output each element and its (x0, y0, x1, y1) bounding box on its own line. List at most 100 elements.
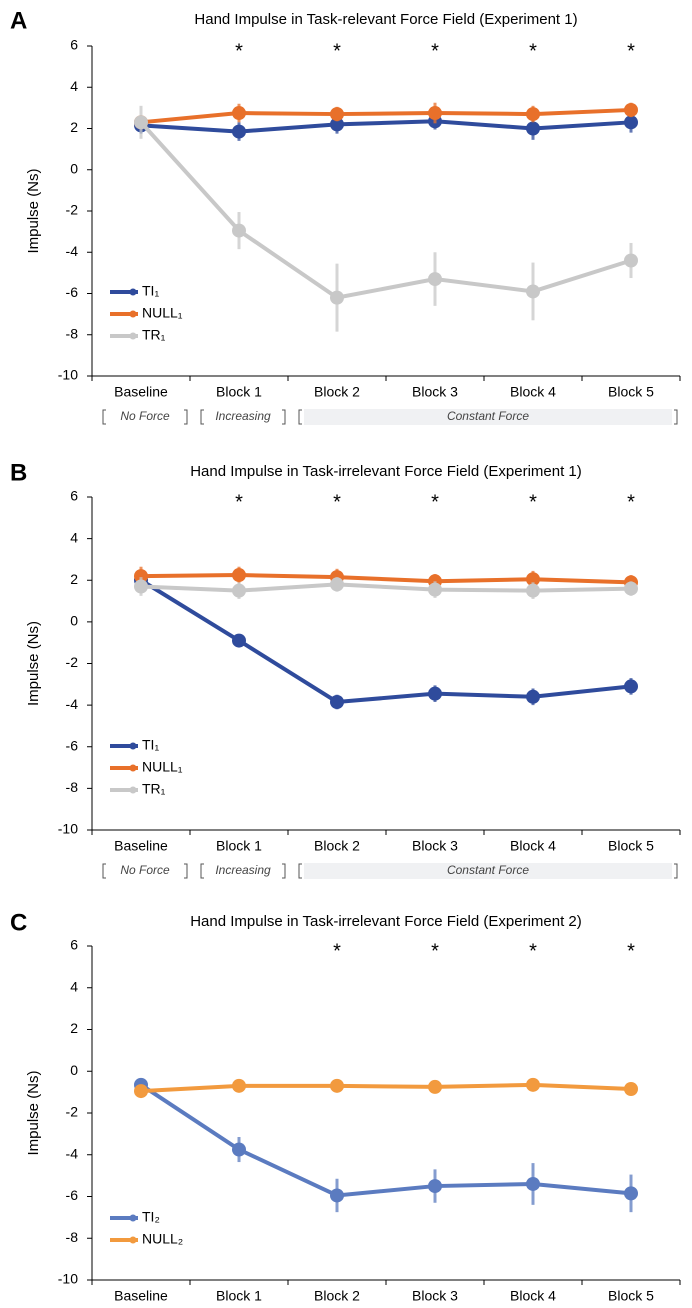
significance-marker: * (431, 491, 439, 513)
y-tick-label: -4 (66, 696, 79, 712)
data-point (330, 107, 344, 122)
phase-bracket (102, 409, 188, 425)
y-tick-label: 6 (70, 488, 78, 504)
y-tick-label: 0 (70, 613, 78, 629)
data-point (330, 1188, 344, 1203)
y-tick-label: 4 (70, 978, 78, 994)
legend-dot (129, 1214, 137, 1222)
significance-marker: * (333, 940, 341, 962)
x-tick-label: Block 2 (314, 838, 360, 854)
x-tick-label: Block 4 (510, 1288, 556, 1303)
data-point (232, 568, 246, 583)
x-tick-label: Block 1 (216, 384, 262, 400)
data-point (134, 579, 148, 594)
legend-label: TI₂ (142, 1209, 160, 1225)
panel-letter: C (10, 909, 27, 936)
phase-label: Increasing (215, 863, 271, 877)
legend-label: TR₁ (142, 327, 166, 343)
series-line (139, 120, 632, 300)
y-tick-label: -6 (66, 737, 79, 753)
phase-bracket (102, 863, 188, 879)
data-point (624, 115, 638, 130)
legend-label: NULL₂ (142, 1231, 183, 1247)
x-tick-label: Baseline (114, 838, 168, 854)
data-point (134, 115, 148, 130)
legend-dot (129, 288, 137, 296)
data-point (330, 290, 344, 305)
data-point (526, 689, 540, 704)
phase-band (304, 409, 672, 425)
y-tick-label: -6 (66, 1187, 79, 1203)
legend-label: NULL₁ (142, 759, 183, 775)
significance-marker: * (235, 40, 243, 62)
significance-marker: * (431, 940, 439, 962)
legend-label: TR₁ (142, 781, 166, 797)
y-axis-label: Impulse (Ns) (25, 621, 42, 706)
y-tick-label: 2 (70, 119, 78, 135)
x-tick-label: Block 1 (216, 1288, 262, 1303)
legend-dot (129, 742, 137, 750)
legend-dot (129, 332, 137, 340)
data-point (526, 107, 540, 122)
data-point (624, 1081, 638, 1096)
data-point (428, 1179, 442, 1194)
data-point (526, 1176, 540, 1191)
phase-label: No Force (120, 409, 170, 423)
phase-bracket (298, 409, 678, 425)
x-tick-label: Block 4 (510, 838, 556, 854)
significance-marker: * (627, 940, 635, 962)
data-point (232, 633, 246, 648)
x-tick-label: Block 3 (412, 838, 458, 854)
legend-label: TI₁ (142, 737, 159, 753)
significance-marker: * (235, 491, 243, 513)
y-axis-label: Impulse (Ns) (25, 1070, 42, 1155)
legend-dot (129, 310, 137, 318)
y-tick-label: 0 (70, 160, 78, 176)
data-point (232, 124, 246, 139)
chart-title: Hand Impulse in Task-irrelevant Force Fi… (190, 463, 582, 480)
y-tick-label: -2 (66, 1104, 79, 1120)
data-point (526, 583, 540, 598)
significance-marker: * (529, 940, 537, 962)
phase-label: Constant Force (447, 409, 529, 423)
significance-marker: * (333, 491, 341, 513)
series-line (140, 119, 632, 134)
data-point (624, 679, 638, 694)
panel-letter: A (10, 7, 27, 34)
y-tick-label: -8 (66, 325, 79, 341)
data-point (330, 577, 344, 592)
data-point (624, 1186, 638, 1201)
y-tick-label: 6 (70, 37, 78, 53)
legend-dot (129, 764, 137, 772)
data-point (428, 686, 442, 701)
series-line (139, 578, 632, 705)
x-tick-label: Baseline (114, 1288, 168, 1303)
y-tick-label: -8 (66, 1229, 79, 1245)
significance-marker: * (627, 40, 635, 62)
legend-dot (129, 786, 137, 794)
phase-bracket (298, 863, 678, 879)
chart-title: Hand Impulse in Task-irrelevant Force Fi… (190, 913, 582, 930)
data-point (232, 106, 246, 121)
significance-marker: * (431, 40, 439, 62)
x-tick-label: Block 1 (216, 838, 262, 854)
x-tick-label: Baseline (114, 384, 168, 400)
series-line (139, 1083, 632, 1198)
series-line (140, 1082, 632, 1094)
data-point (624, 102, 638, 117)
data-point (428, 1079, 442, 1094)
data-point (330, 117, 344, 132)
x-tick-label: Block 3 (412, 384, 458, 400)
x-tick-label: Block 2 (314, 384, 360, 400)
y-axis-label: Impulse (Ns) (25, 168, 42, 253)
data-point (134, 1084, 148, 1099)
y-tick-label: -4 (66, 243, 79, 259)
series-line (140, 573, 632, 585)
phase-label: Increasing (215, 409, 271, 423)
data-point (526, 121, 540, 136)
data-point (624, 253, 638, 268)
y-tick-label: -2 (66, 202, 79, 218)
x-tick-label: Block 5 (608, 384, 654, 400)
significance-marker: * (333, 40, 341, 62)
